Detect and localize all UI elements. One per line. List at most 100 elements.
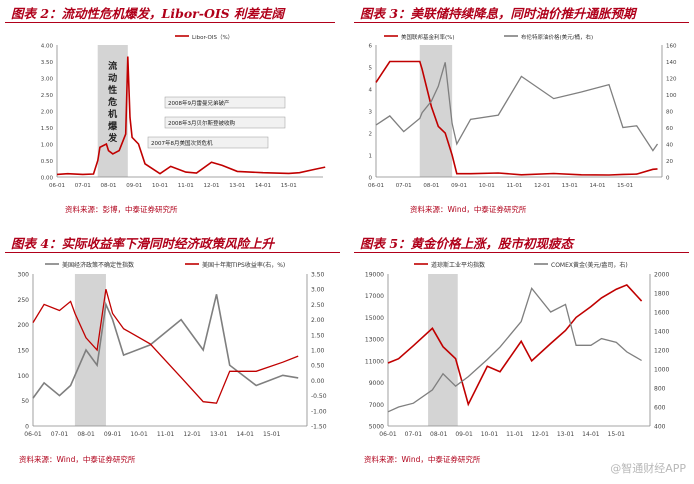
crisis-label-char: 危 bbox=[107, 96, 117, 108]
y-tick-label: 1 bbox=[369, 154, 373, 160]
series-line bbox=[56, 56, 326, 176]
crisis-label-char: 机 bbox=[108, 108, 117, 120]
x-tick-label: 07-01 bbox=[75, 183, 91, 189]
y-tick-label: 3 bbox=[369, 110, 373, 116]
y-tick-label: 13000 bbox=[365, 337, 384, 344]
y2-tick-label: 400 bbox=[654, 424, 666, 431]
y-tick-label: 2.00 bbox=[41, 110, 54, 116]
y-tick-label: 0.00 bbox=[41, 176, 54, 182]
annotation-box bbox=[164, 96, 286, 109]
x-tick-label: 07-01 bbox=[396, 183, 412, 189]
chart-source: 资料来源：彭博，中泰证券研究所 bbox=[65, 205, 178, 214]
chart-title: 图表 2：流动性危机爆发，Libor-OIS 利差走阔 bbox=[11, 6, 285, 21]
x-tick-label: 10-01 bbox=[130, 431, 148, 438]
y-tick-label: 100 bbox=[18, 373, 30, 380]
x-tick-label: 12-01 bbox=[534, 183, 550, 189]
series-line bbox=[375, 60, 658, 176]
x-tick-label: 07-01 bbox=[51, 431, 69, 438]
x-tick-label: 13-01 bbox=[562, 183, 578, 189]
chart-source: 资料来源：Wind，中泰证券研究所 bbox=[410, 205, 527, 214]
x-tick-label: 08-01 bbox=[430, 431, 448, 438]
y2-tick-label: 140 bbox=[666, 60, 677, 66]
x-tick-label: 08-01 bbox=[77, 431, 95, 438]
crisis-label-char: 发 bbox=[107, 132, 118, 144]
y-tick-label: 5000 bbox=[369, 424, 384, 431]
annotation-text: 2008年3月贝尔斯登被收购 bbox=[168, 119, 235, 127]
x-tick-label: 09-01 bbox=[126, 183, 142, 189]
chart-header: 图表 3：美联储持续降息，同时油价推升通胀预期 bbox=[354, 0, 689, 23]
y2-tick-label: 160 bbox=[666, 44, 677, 50]
y2-tick-label: 0.00 bbox=[311, 378, 325, 385]
y2-tick-label: 120 bbox=[666, 77, 677, 83]
y-tick-label: 9000 bbox=[369, 380, 384, 387]
y-tick-label: 17000 bbox=[365, 293, 384, 300]
chart-title: 图表 3：美联储持续降息，同时油价推升通胀预期 bbox=[360, 6, 636, 21]
legend-label: 道琼斯工业平均指数 bbox=[431, 261, 485, 269]
chart-plot: 0 50 100 150 200 250 300 -1.50 -1.00 -0.50 0.00 0.5… bbox=[18, 261, 327, 438]
x-tick-label: 11-01 bbox=[506, 183, 522, 189]
chart-source: 资料来源：Wind，中泰证券研究所 bbox=[364, 455, 481, 464]
y-tick-label: 300 bbox=[18, 272, 30, 279]
chart-header: 图表 5：黄金价格上涨，股市初现疲态 bbox=[354, 230, 689, 253]
chart-plot: 0.00 0.50 1.00 1.50 2.00 2.50 3.00 3.50 4.00 06-0… bbox=[41, 34, 326, 189]
y2-tick-label: 2000 bbox=[654, 272, 669, 279]
x-tick-label: 13-01 bbox=[210, 431, 228, 438]
series-line bbox=[32, 294, 299, 399]
legend-label: Libor-OIS（%） bbox=[192, 34, 233, 41]
y-tick-label: 250 bbox=[18, 297, 30, 304]
y-tick-label: 19000 bbox=[365, 272, 384, 279]
y2-tick-label: 0.50 bbox=[311, 363, 325, 370]
y2-tick-label: 20 bbox=[666, 159, 673, 165]
chart-plot: 5000 7000 9000 11000 13000 15000 17000 19000 400… bbox=[365, 261, 670, 438]
y-tick-label: 15000 bbox=[365, 315, 384, 322]
y-tick-label: 4 bbox=[369, 88, 373, 94]
y-tick-label: 2.50 bbox=[41, 93, 54, 99]
x-tick-label: 10-01 bbox=[152, 183, 168, 189]
chart-panel-libor-ois: 图表 2：流动性危机爆发，Libor-OIS 利差走阔 0.00 0.50 1.00… bbox=[5, 0, 335, 222]
crisis-shade bbox=[74, 274, 106, 426]
x-tick-label: 14-01 bbox=[589, 183, 605, 189]
x-tick-label: 09-01 bbox=[104, 431, 122, 438]
crisis-shade bbox=[428, 274, 458, 426]
x-tick-label: 08-01 bbox=[423, 183, 439, 189]
chart-source: 资料来源：Wind，中泰证券研究所 bbox=[19, 455, 136, 464]
annotation-box bbox=[147, 136, 269, 149]
crisis-label-char: 流 bbox=[108, 60, 117, 72]
y2-tick-label: 60 bbox=[666, 126, 673, 132]
annotation-text: 2007年8月美国次贷危机 bbox=[151, 139, 213, 147]
y-tick-label: 4.00 bbox=[41, 44, 54, 50]
x-tick-label: 06-01 bbox=[49, 183, 65, 189]
x-tick-label: 14-01 bbox=[236, 431, 254, 438]
y2-tick-label: 2.00 bbox=[311, 317, 325, 324]
y2-tick-label: 1200 bbox=[654, 348, 669, 355]
y-tick-label: 7000 bbox=[369, 402, 384, 409]
legend-label: 美国联邦基金利率(%) bbox=[401, 33, 455, 41]
chart-panel-policy-tips: 图表 4：实际收益率下滑同时经济政策风险上升 0 50 100 150 200 250 30… bbox=[5, 230, 340, 470]
y-tick-label: 3.50 bbox=[41, 60, 54, 66]
legend-label: 美国经济政策不确定性指数 bbox=[62, 261, 134, 269]
y2-tick-label: -0.50 bbox=[311, 393, 327, 400]
x-tick-label: 06-01 bbox=[24, 431, 42, 438]
x-tick-label: 11-01 bbox=[506, 431, 524, 438]
crisis-label-char: 动 bbox=[108, 73, 117, 84]
series-line bbox=[32, 289, 299, 404]
x-tick-label: 15-01 bbox=[617, 183, 633, 189]
y2-tick-label: 1.50 bbox=[311, 332, 325, 339]
series-line bbox=[375, 62, 659, 152]
x-tick-label: 14-01 bbox=[582, 431, 600, 438]
x-tick-label: 06-01 bbox=[379, 431, 397, 438]
y2-tick-label: 1.00 bbox=[311, 348, 325, 355]
x-tick-label: 09-01 bbox=[455, 431, 473, 438]
y-tick-label: 1.00 bbox=[41, 143, 54, 149]
crisis-shade bbox=[97, 45, 128, 177]
y2-tick-label: -1.00 bbox=[311, 408, 327, 415]
x-tick-label: 09-01 bbox=[451, 183, 467, 189]
y2-tick-label: 3.00 bbox=[311, 287, 325, 294]
chart-header: 图表 2：流动性危机爆发，Libor-OIS 利差走阔 bbox=[5, 0, 335, 23]
watermark: @智通财经APP bbox=[610, 462, 686, 475]
y2-tick-label: 1800 bbox=[654, 291, 669, 298]
x-tick-label: 15-01 bbox=[608, 431, 626, 438]
y2-tick-label: 800 bbox=[654, 386, 666, 393]
crisis-shade bbox=[419, 45, 453, 177]
y-tick-label: 6 bbox=[369, 44, 373, 50]
